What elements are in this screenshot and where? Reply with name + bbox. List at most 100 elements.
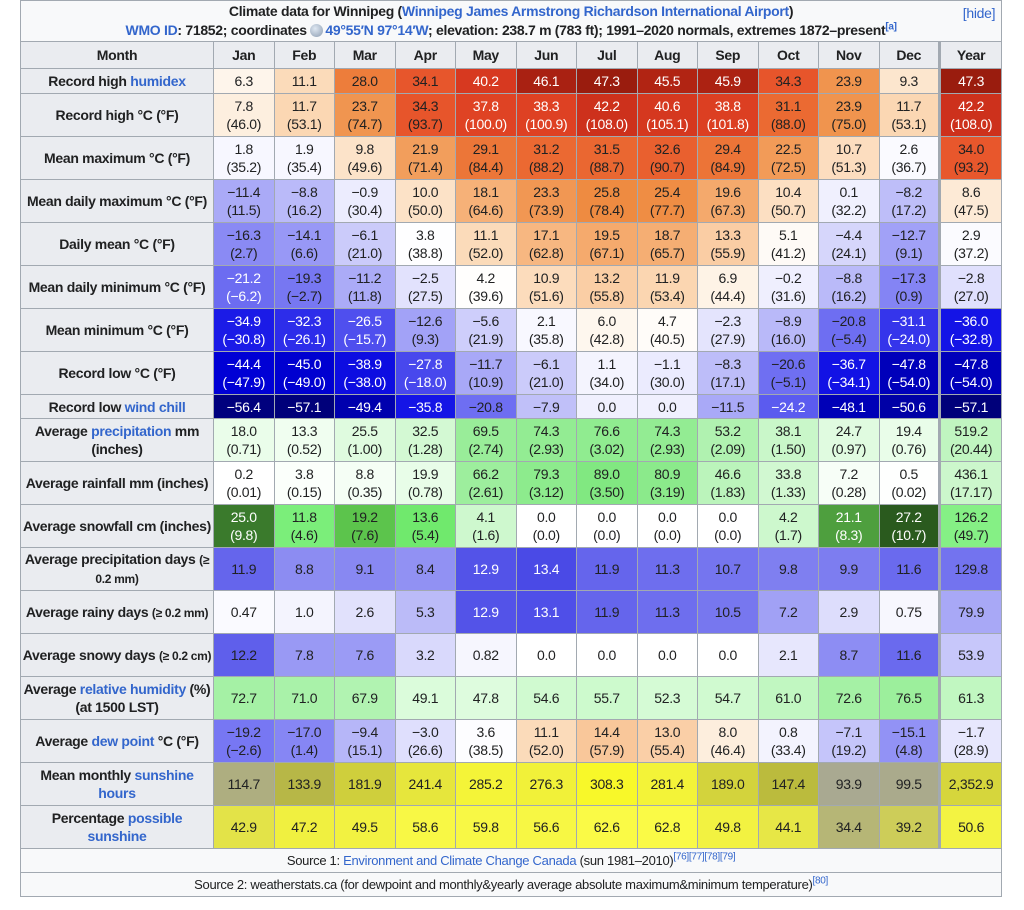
data-cell-jun: 276.3 bbox=[515, 762, 577, 806]
cell-value-imperial: (36.7) bbox=[891, 159, 927, 175]
cell-value: −5.6 bbox=[472, 313, 500, 329]
cell-value: −7.1 bbox=[835, 724, 863, 740]
row-label-link[interactable]: possible sunshine bbox=[87, 810, 183, 844]
cell-value: 32.6 bbox=[654, 141, 681, 157]
climate-box: Climate data for Winnipeg (Winnipeg Jame… bbox=[19, 0, 1003, 897]
data-cell-mar: 67.9 bbox=[334, 676, 396, 720]
cell-value: 4.7 bbox=[657, 313, 677, 329]
table-row: Record high °C (°F) 7.8 (46.0) 11.7 (53.1) 23… bbox=[20, 93, 1003, 137]
data-cell-jun: 54.6 bbox=[515, 676, 577, 720]
cell-value: 3.8 bbox=[415, 227, 435, 243]
cell-value: −11.5 bbox=[711, 398, 745, 415]
cell-value-imperial: (2.74) bbox=[468, 441, 504, 457]
cell-value-imperial: (51.3) bbox=[831, 159, 867, 175]
cell-value: −20.6 bbox=[771, 356, 806, 372]
row-label: Mean daily minimum °C (°F) bbox=[20, 265, 214, 309]
cell-value: −38.9 bbox=[347, 356, 382, 372]
table-row: Mean daily minimum °C (°F) −21.2 (−6.2) −19… bbox=[20, 265, 1003, 309]
data-cell-sep: 0.0 bbox=[697, 633, 759, 677]
data-cell-mar: 2.6 bbox=[334, 590, 396, 634]
data-cell-dec: 76.5 bbox=[878, 676, 940, 720]
row-label-link[interactable]: sunshine hours bbox=[98, 767, 194, 801]
row-label: Record high °C (°F) bbox=[20, 93, 214, 137]
data-cell-aug: 74.3 (2.93) bbox=[636, 418, 698, 462]
cell-value: 10.7 bbox=[835, 141, 862, 157]
data-cell-feb: 71.0 bbox=[273, 676, 335, 720]
data-cell-jan: −56.4 bbox=[213, 394, 275, 419]
cell-value: 2.9 bbox=[961, 227, 981, 243]
eccc-link[interactable]: Environment and Climate Change Canada bbox=[343, 852, 577, 868]
cell-value: 67.9 bbox=[351, 690, 378, 706]
cell-value: 34.0 bbox=[958, 141, 985, 157]
cell-value-imperial: (26.6) bbox=[407, 742, 443, 758]
coordinates-link[interactable]: 49°55′N 97°14′W bbox=[325, 22, 429, 38]
data-cell-nov: 0.1 (32.2) bbox=[818, 179, 880, 223]
cell-value: −8.8 bbox=[291, 184, 318, 200]
cell-value-imperial: (35.8) bbox=[528, 331, 564, 347]
cell-value: 114.7 bbox=[227, 776, 261, 792]
row-label-link[interactable]: precipitation bbox=[91, 423, 172, 439]
data-cell-dec: 11.6 bbox=[878, 633, 940, 677]
airport-link[interactable]: Winnipeg James Armstrong Richardson Inte… bbox=[401, 3, 789, 19]
data-cell-feb: 11.1 bbox=[273, 68, 335, 94]
hide-toggle[interactable]: [hide] bbox=[962, 5, 996, 21]
wmo-id-link[interactable]: WMO ID bbox=[125, 22, 178, 38]
cell-value: 11.3 bbox=[654, 604, 680, 620]
cell-value: −57.1 bbox=[954, 398, 989, 415]
data-cell-feb: 47.2 bbox=[273, 805, 335, 849]
row-label: Mean minimum °C (°F) bbox=[20, 308, 214, 352]
source-1-note: (sun 1981–2010) bbox=[576, 852, 674, 868]
cell-value-imperial: (5.4) bbox=[411, 527, 440, 543]
cell-value: 42.2 bbox=[958, 98, 985, 114]
row-label-link[interactable]: wind chill bbox=[124, 398, 186, 415]
data-cell-oct: 33.8 (1.33) bbox=[757, 461, 819, 505]
cell-value: −8.9 bbox=[775, 313, 802, 329]
data-cell-sep: 29.4 (84.9) bbox=[697, 136, 759, 180]
cell-value-imperial: (62.8) bbox=[528, 245, 564, 261]
data-cell-aug: 32.6 (90.7) bbox=[636, 136, 698, 180]
cell-value-imperial: (0.0) bbox=[532, 527, 561, 543]
cell-value: −47.8 bbox=[891, 356, 926, 372]
climate-table: Climate data for Winnipeg (Winnipeg Jame… bbox=[19, 0, 1003, 897]
row-label-link[interactable]: humidex bbox=[130, 73, 186, 89]
cell-value: 52.3 bbox=[654, 690, 681, 706]
cell-value: 11.6 bbox=[896, 647, 922, 663]
cell-value-imperial: (55.4) bbox=[649, 742, 685, 758]
cell-value: 47.3 bbox=[958, 73, 985, 89]
data-cell-year: 519.2 (20.44) bbox=[937, 418, 1003, 462]
data-cell-nov: 24.7 (0.97) bbox=[818, 418, 880, 462]
data-cell-year: 2.9 (37.2) bbox=[937, 222, 1003, 266]
cell-value: 76.6 bbox=[593, 423, 620, 439]
source-1-refs[interactable]: [76][77][78][79] bbox=[673, 851, 736, 863]
table-row: Record low °C (°F) −44.4 (−47.9) −45.0 (−49.… bbox=[20, 351, 1003, 395]
data-cell-oct: −8.9 (16.0) bbox=[757, 308, 819, 352]
cell-value: 3.2 bbox=[415, 647, 435, 663]
cell-value-imperial: (10.7) bbox=[891, 527, 927, 543]
cell-value: 189.0 bbox=[710, 776, 745, 792]
cell-value: −4.4 bbox=[835, 227, 863, 243]
data-cell-may: 37.8 (100.0) bbox=[455, 93, 517, 137]
row-label-link[interactable]: relative humidity bbox=[79, 681, 186, 697]
row-label-link[interactable]: dew point bbox=[91, 733, 155, 749]
cell-value: 13.4 bbox=[533, 561, 560, 577]
data-cell-jun: 0.0 bbox=[515, 633, 577, 677]
cell-value: 11.1 bbox=[291, 73, 317, 89]
data-cell-may: −5.6 (21.9) bbox=[455, 308, 517, 352]
cell-value-imperial: (30.4) bbox=[347, 202, 383, 218]
cell-value: 49.5 bbox=[351, 819, 378, 835]
data-cell-oct: 147.4 bbox=[757, 762, 819, 806]
source-2-refs[interactable]: [80] bbox=[812, 875, 829, 887]
row-label: Record high humidex bbox=[20, 68, 214, 94]
cell-value: −19.2 bbox=[226, 724, 261, 740]
data-cell-may: 4.2 (39.6) bbox=[455, 265, 517, 309]
cell-value: 8.8 bbox=[294, 561, 314, 577]
cell-value: 74.3 bbox=[533, 423, 560, 439]
row-label: Percentage possible sunshine bbox=[20, 805, 214, 849]
cell-value-imperial: (17.2) bbox=[891, 202, 927, 218]
cell-value: 66.2 bbox=[472, 466, 499, 482]
note-a-link[interactable]: [a] bbox=[885, 21, 897, 33]
cell-value-imperial: (0.0) bbox=[593, 527, 621, 543]
data-cell-aug: 40.6 (105.1) bbox=[636, 93, 698, 137]
data-cell-year: 50.6 bbox=[937, 805, 1003, 849]
cell-value-imperial: (53.4) bbox=[649, 288, 685, 304]
